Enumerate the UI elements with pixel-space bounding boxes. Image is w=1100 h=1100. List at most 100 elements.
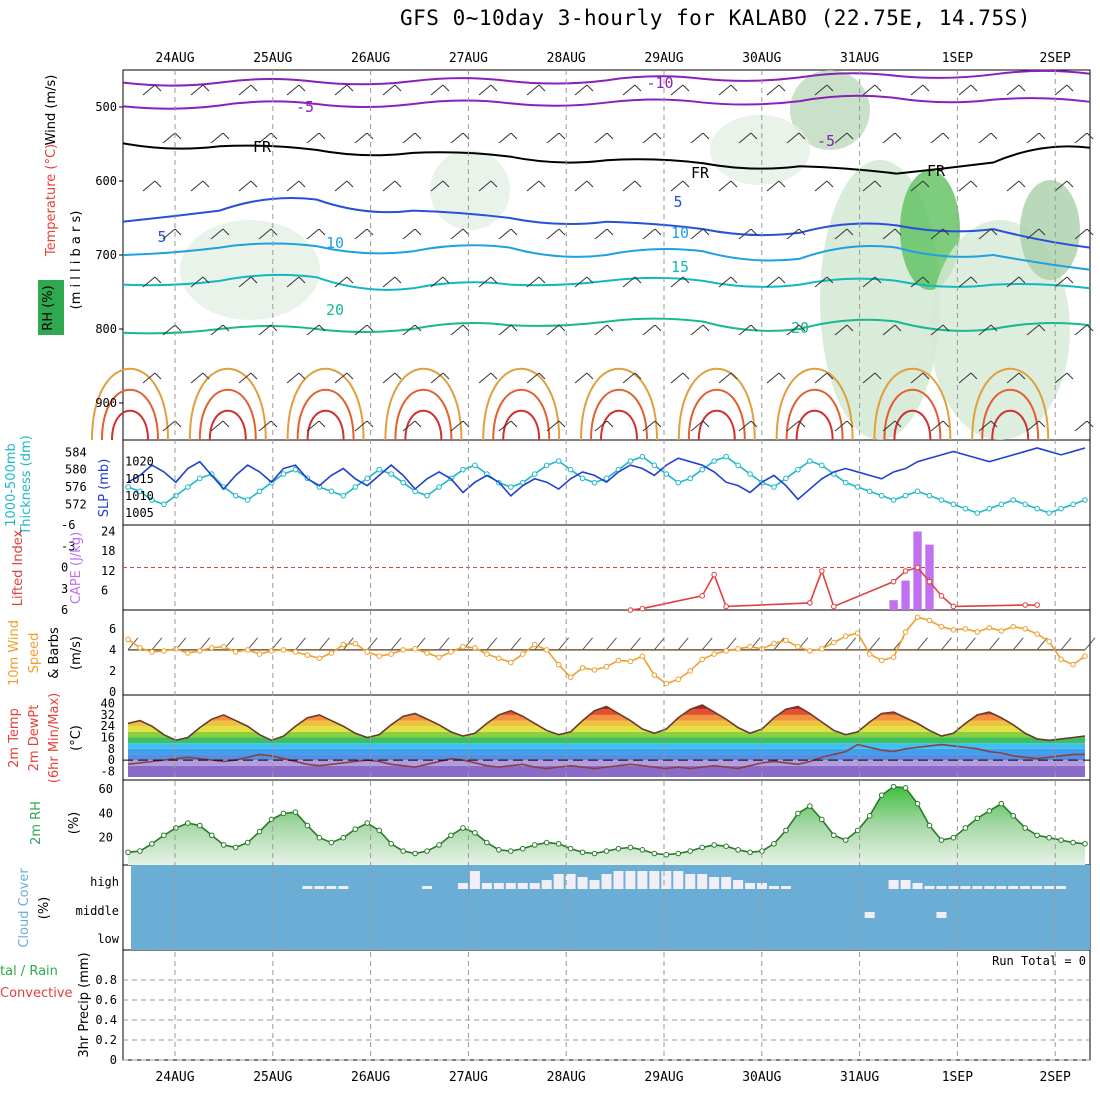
rh2m-point bbox=[1082, 840, 1088, 847]
wind-barb bbox=[574, 84, 588, 96]
y-tick-thickness: 576 bbox=[65, 480, 87, 494]
wind-barb-flag bbox=[1086, 228, 1094, 236]
wind-barb bbox=[546, 420, 560, 432]
wind-barb bbox=[286, 276, 300, 288]
y-tick-temp: 32 bbox=[101, 708, 115, 722]
thickness-point bbox=[579, 475, 586, 482]
wind10-speed-point bbox=[902, 629, 909, 635]
wind-barb bbox=[718, 84, 732, 96]
wind-barb bbox=[1026, 228, 1040, 240]
wind-barb bbox=[1006, 276, 1020, 288]
rh2m-point bbox=[759, 848, 765, 854]
thickness-point bbox=[388, 471, 394, 477]
wind-barb-flag bbox=[270, 228, 278, 236]
warm-isotherm-loop bbox=[883, 388, 942, 441]
rh2m-point bbox=[519, 845, 526, 852]
warm-isotherm-loop bbox=[91, 367, 169, 441]
wind-barb bbox=[402, 324, 416, 336]
wind-barb-flag bbox=[298, 372, 306, 380]
thickness-point bbox=[986, 505, 993, 512]
wind10-speed-point bbox=[173, 646, 179, 652]
upper-air-panel: -10 -5 FR FR FR -5 5 5 10 10 15 20 20 bbox=[91, 69, 1094, 441]
wind-barb bbox=[1074, 324, 1088, 336]
y-tick-temp: 0 bbox=[108, 753, 115, 767]
wind-barb bbox=[306, 132, 320, 144]
wind10-speed-point bbox=[1082, 653, 1088, 659]
wind-barb-flag bbox=[798, 228, 806, 236]
wind-barb-flag bbox=[394, 84, 402, 92]
warm-isotherm-loop bbox=[991, 409, 1030, 441]
wind-barb-flag bbox=[846, 228, 854, 236]
contour-label: 5 bbox=[673, 193, 682, 211]
wind-barb-flag bbox=[346, 372, 354, 380]
rh2m-point bbox=[902, 785, 909, 791]
temp-band bbox=[128, 705, 1085, 710]
y-tick-precip: 0.4 bbox=[95, 1013, 117, 1027]
wind-barb-flag bbox=[442, 276, 450, 284]
wind10-barb bbox=[606, 637, 617, 651]
cloud-bar-high bbox=[888, 880, 899, 889]
ylabel-slp: SLP (mb) bbox=[97, 459, 112, 518]
wind-barb-flag bbox=[366, 132, 374, 140]
thickness-point bbox=[424, 492, 430, 499]
wind-barb-flag bbox=[634, 372, 642, 380]
y-tick-precip: 0 bbox=[110, 1053, 117, 1067]
rh2m-point bbox=[914, 800, 921, 807]
date-tick-bottom: 2SEP bbox=[1040, 1070, 1071, 1085]
wind10-speed-point bbox=[352, 640, 359, 647]
wind-barb bbox=[814, 372, 828, 384]
wind-barb-flag bbox=[586, 84, 594, 92]
ylabel-precip: 3hr Precip (mm) bbox=[77, 952, 92, 1057]
wind10-speed-point bbox=[161, 648, 167, 654]
wind-barb-flag bbox=[730, 372, 738, 380]
rh2m-point bbox=[687, 848, 694, 854]
y-tick-thickness: 580 bbox=[65, 463, 87, 477]
wind-barb-flag bbox=[750, 324, 758, 332]
thickness-point bbox=[232, 492, 239, 499]
wind-barb bbox=[834, 324, 848, 336]
thickness-point bbox=[137, 488, 143, 495]
wind-barb-flag bbox=[826, 180, 834, 188]
cloud-bar-high bbox=[780, 886, 791, 889]
wind10-barb bbox=[151, 637, 163, 651]
wind-barb-flag bbox=[538, 276, 546, 284]
rh-color-swatch bbox=[38, 280, 64, 335]
wind-barb bbox=[622, 84, 636, 96]
wind10-speed-point bbox=[1022, 626, 1028, 632]
wind-barb bbox=[930, 324, 944, 336]
ylabel-wind10: 10m Wind bbox=[7, 620, 22, 686]
wind10-speed-point bbox=[878, 657, 885, 664]
wind-barb-flag bbox=[730, 84, 738, 92]
wind10-barb bbox=[199, 637, 211, 651]
wind-barb bbox=[642, 324, 656, 336]
wind-barb-flag bbox=[894, 132, 902, 140]
wind-barb bbox=[450, 324, 464, 336]
rh2m-point bbox=[567, 845, 574, 852]
cloud-bar-high bbox=[661, 871, 672, 889]
wind-barb-flag bbox=[922, 276, 930, 284]
wind10-speed-point bbox=[304, 652, 311, 658]
rh2m-point bbox=[1034, 832, 1040, 839]
wind-barb-flag bbox=[826, 372, 834, 380]
rh2m-point bbox=[938, 837, 945, 843]
wind10-barb bbox=[941, 637, 952, 651]
warm-isotherm-loop bbox=[482, 367, 561, 441]
temperature-panel bbox=[123, 704, 1090, 777]
thickness-point bbox=[340, 492, 347, 499]
wind-barb bbox=[1074, 228, 1088, 240]
wind-barb bbox=[162, 324, 176, 336]
date-tick-top: 24AUG bbox=[155, 51, 194, 66]
rh2m-point bbox=[555, 840, 562, 847]
wind-barb bbox=[958, 84, 972, 96]
ylabel-lifted-index: Lifted Index bbox=[11, 529, 26, 606]
lifted-index-point bbox=[711, 571, 717, 578]
wind-barb-flag bbox=[750, 420, 758, 428]
rh2m-point bbox=[460, 825, 466, 831]
wind10-speed-point bbox=[531, 641, 538, 648]
wind-barb bbox=[594, 420, 608, 432]
rh-shade bbox=[790, 70, 870, 150]
contour-label: 5 bbox=[157, 228, 166, 246]
wind-barb-flag bbox=[970, 276, 978, 284]
wind-barb-flag bbox=[174, 420, 182, 428]
wind-barb-flag bbox=[442, 180, 450, 188]
